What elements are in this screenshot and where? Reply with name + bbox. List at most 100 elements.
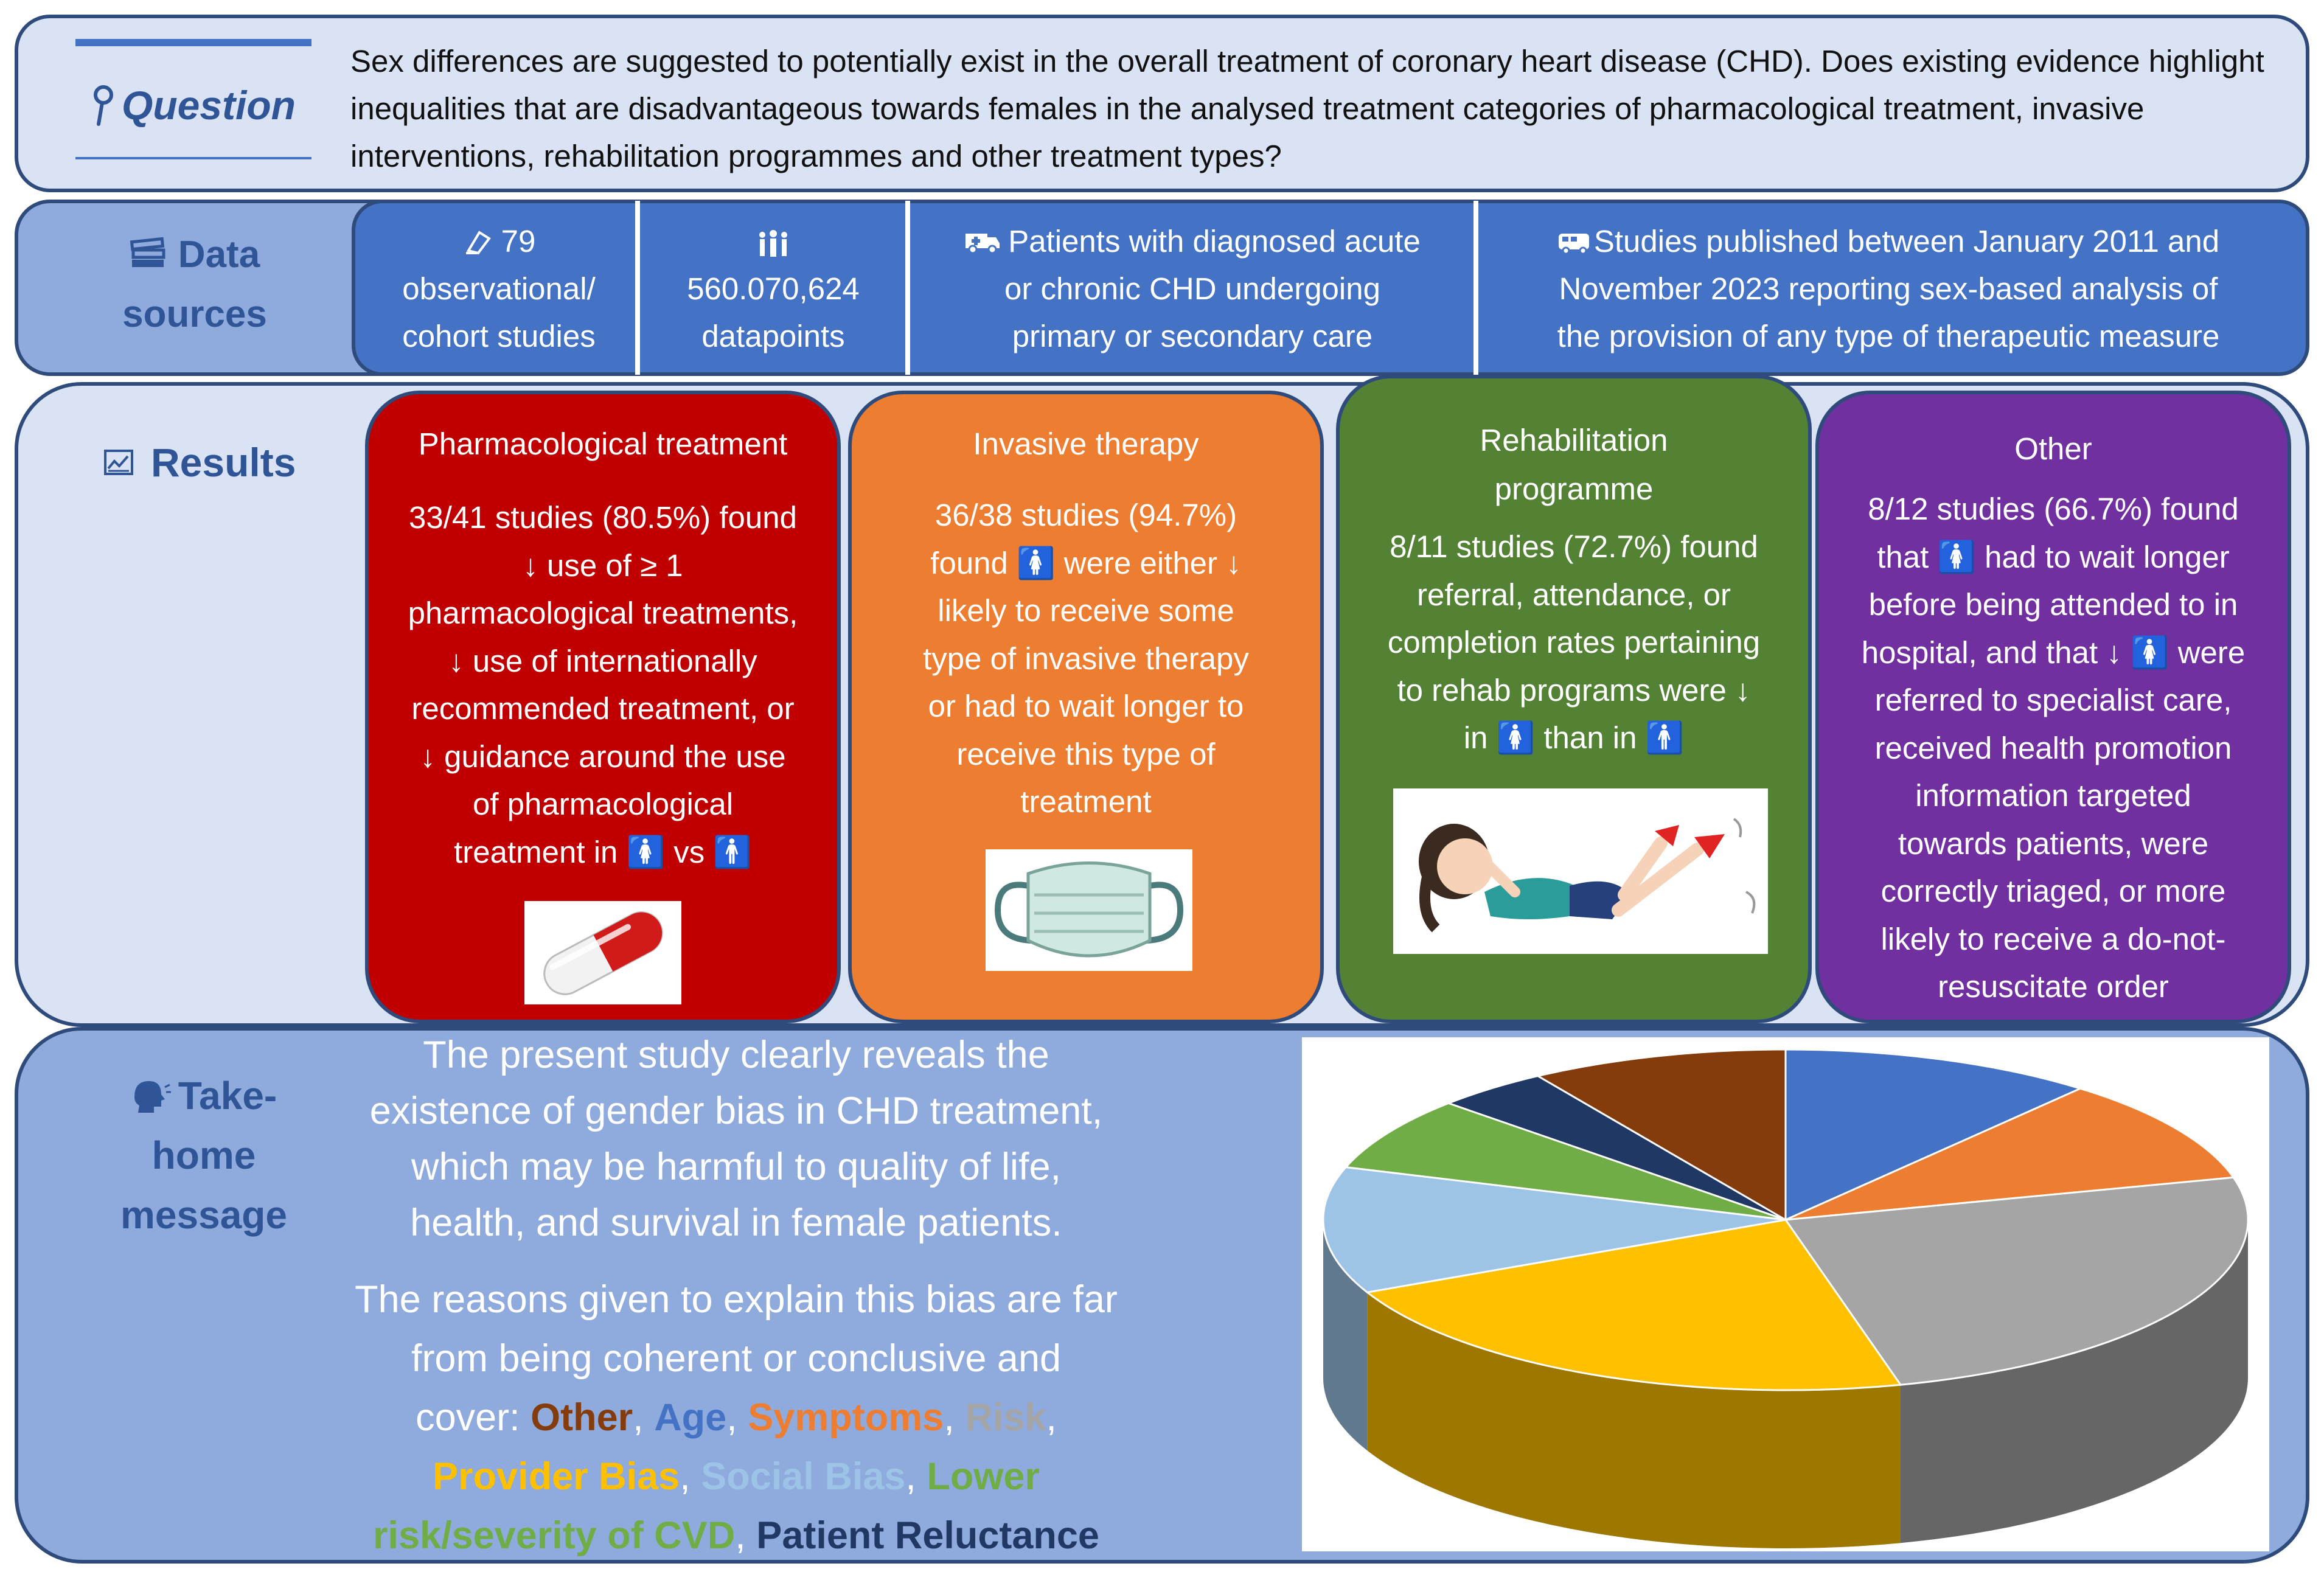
card-line: 8/12 studies (66.7%) found bbox=[1868, 492, 2239, 526]
card-line: referral, attendance, or bbox=[1417, 577, 1731, 612]
data-separator bbox=[1473, 201, 1478, 375]
card-pharmacological-title: Pharmacological treatment bbox=[418, 426, 788, 461]
pie-side-provider-bias bbox=[1367, 1292, 1901, 1548]
card-line: before being attended to in bbox=[1868, 587, 2238, 622]
pie-chart-panel bbox=[1302, 1037, 2269, 1551]
data-item-datapoints: 560.070,624 datapoints bbox=[642, 213, 904, 365]
comma: , bbox=[726, 1396, 748, 1439]
card-line: pharmacological treatments, bbox=[408, 596, 798, 630]
card-line: 33/41 studies (80.5%) found bbox=[409, 500, 797, 535]
comma: , bbox=[633, 1396, 655, 1439]
data-sources-label-line1: Data bbox=[178, 234, 260, 276]
pie-slice-symptoms bbox=[1785, 1087, 2235, 1221]
card-line: or had to wait longer to bbox=[928, 689, 1244, 723]
reason-symptoms: Symptoms bbox=[748, 1396, 944, 1439]
pie-slice-provider-bias bbox=[1365, 1219, 1902, 1391]
take-home-line: from being coherent or conclusive and bbox=[411, 1337, 1062, 1380]
patients-line1: Patients with diagnosed acute bbox=[1008, 224, 1421, 259]
take-home-label-line3: message bbox=[120, 1193, 287, 1237]
mask-image bbox=[986, 849, 1192, 971]
reason-social-bias: Social Bias bbox=[701, 1455, 906, 1498]
datapoints-label: datapoints bbox=[701, 319, 845, 353]
card-line: ↓ use of internationally bbox=[448, 643, 757, 678]
data-item-patients: Patients with diagnosed acute or chronic… bbox=[913, 213, 1472, 365]
card-rehabilitation-title-line2: programme bbox=[1494, 471, 1654, 506]
card-rehabilitation-body: 8/11 studies (72.7%) found referral, att… bbox=[1354, 523, 1793, 762]
reason-lower-risk: Lower risk/severity of CVD bbox=[373, 1455, 1040, 1557]
surgical-mask-icon bbox=[994, 861, 1184, 958]
take-home-label-line1: Take- bbox=[178, 1074, 277, 1118]
pie-slice-patient-reluctance bbox=[1446, 1074, 1786, 1221]
card-line: treatment bbox=[1020, 784, 1152, 819]
publications-line3: the provision of any type of therapeutic… bbox=[1557, 319, 2220, 353]
ambulance-icon bbox=[965, 234, 1000, 254]
card-line: hospital, and that ↓ 🚺 were bbox=[1861, 635, 2246, 670]
pie-slice-other bbox=[1535, 1048, 1787, 1222]
card-line: ↓ guidance around the use bbox=[420, 739, 786, 774]
pie-side-social-bias bbox=[1323, 1220, 1368, 1451]
card-rehabilitation-title: Rehabilitation programme bbox=[1358, 416, 1790, 513]
studies-count: 79 bbox=[501, 224, 536, 259]
pie-slice-age bbox=[1784, 1048, 2083, 1222]
card-invasive-body: 36/38 studies (94.7%) found 🚺 were eithe… bbox=[866, 492, 1306, 826]
card-line: completion rates pertaining bbox=[1387, 625, 1761, 659]
take-home-label: Take- home message bbox=[97, 1066, 310, 1245]
pill-capsule-icon bbox=[543, 911, 663, 995]
card-line: likely to receive some bbox=[938, 593, 1234, 628]
card-line: likely to receive a do-not- bbox=[1880, 921, 2226, 956]
data-item-publications: Studies published between January 2011 a… bbox=[1481, 213, 2296, 365]
card-line: information targeted bbox=[1915, 778, 2191, 813]
patients-line2: or chronic CHD undergoing bbox=[1004, 271, 1380, 306]
reasons-prefix: cover: bbox=[416, 1396, 531, 1439]
card-line: recommended treatment, or bbox=[411, 691, 795, 726]
card-invasive-title: Invasive therapy bbox=[973, 426, 1199, 461]
reason-risk: Risk bbox=[965, 1396, 1046, 1439]
bus-icon bbox=[1558, 234, 1589, 255]
take-home-line: The reasons given to explain this bias a… bbox=[355, 1278, 1118, 1321]
pie-slice-lower-risk-severity-of-cvd bbox=[1344, 1102, 1786, 1221]
pie-slice-social-bias bbox=[1322, 1166, 1786, 1293]
card-line: type of invasive therapy bbox=[923, 641, 1249, 676]
question-label-text: Question bbox=[121, 83, 296, 128]
take-home-line: The present study clearly reveals the bbox=[423, 1034, 1049, 1076]
question-rule-top bbox=[75, 39, 311, 46]
comma: , bbox=[1046, 1396, 1057, 1439]
data-item-studies: 79 observational/ cohort studies bbox=[359, 213, 639, 365]
data-sources-label-line2: sources bbox=[122, 293, 267, 335]
data-separator bbox=[635, 201, 640, 375]
publications-line2: November 2023 reporting sex-based analys… bbox=[1559, 271, 2218, 306]
studies-line3: cohort studies bbox=[402, 319, 596, 353]
card-rehabilitation-title-line1: Rehabilitation bbox=[1480, 423, 1668, 458]
pie-side-risk bbox=[1901, 1220, 2248, 1543]
results-label: Results bbox=[103, 432, 322, 493]
question-rule-bottom bbox=[75, 157, 311, 159]
publications-line1: Studies published between January 2011 a… bbox=[1593, 224, 2220, 259]
card-line: resuscitate order bbox=[1938, 969, 2169, 1004]
card-other-body: 8/12 studies (66.7%) found that 🚺 had to… bbox=[1834, 485, 2273, 1011]
pie-chart bbox=[1322, 1048, 2249, 1548]
pie-slice-risk bbox=[1784, 1176, 2249, 1386]
reason-age: Age bbox=[654, 1396, 727, 1439]
clipboard-icon bbox=[465, 231, 491, 255]
card-other: Other 8/12 studies (66.7%) found that 🚺 … bbox=[1815, 391, 2291, 1023]
card-line: 36/38 studies (94.7%) bbox=[934, 498, 1237, 532]
datapoints-count: 560.070,624 bbox=[687, 271, 860, 306]
question-text: Sex differences are suggested to potenti… bbox=[350, 44, 2264, 173]
patients-line3: primary or secondary care bbox=[1012, 319, 1373, 353]
chart-icon bbox=[104, 450, 133, 475]
card-line: in 🚺 than in 🚹 bbox=[1463, 720, 1685, 755]
take-home-reasons: cover: Other, Age, Symptoms, Risk, Provi… bbox=[341, 1388, 1132, 1565]
studies-line2: observational/ bbox=[402, 271, 596, 306]
comma: , bbox=[944, 1396, 965, 1439]
results-label-text: Results bbox=[151, 440, 296, 485]
reason-provider-bias: Provider Bias bbox=[433, 1455, 680, 1498]
card-line: towards patients, were bbox=[1898, 826, 2209, 861]
take-home-paragraph-1: The present study clearly reveals the ex… bbox=[341, 1027, 1132, 1251]
comma: , bbox=[905, 1455, 927, 1498]
take-home-paragraph-2: The reasons given to explain this bias a… bbox=[341, 1270, 1132, 1565]
card-line: to rehab programs were ↓ bbox=[1397, 672, 1751, 708]
card-other-title: Other bbox=[2014, 431, 2092, 466]
card-line: found 🚺 were either ↓ bbox=[930, 545, 1242, 580]
pill-image bbox=[524, 901, 681, 1004]
question-label: Question bbox=[75, 72, 311, 139]
